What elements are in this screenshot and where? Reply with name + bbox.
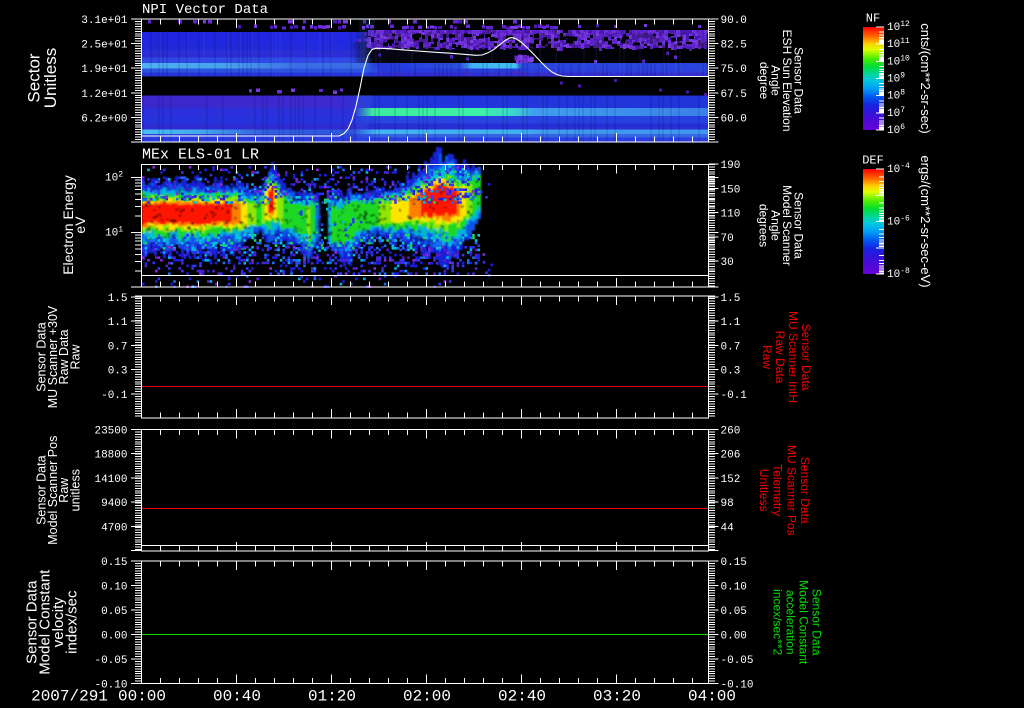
svg-text:velocity: velocity (50, 597, 67, 648)
svg-text:Raw: Raw (68, 344, 82, 370)
svg-text:Sensor Data: Sensor Data (35, 455, 49, 525)
svg-text:04:00: 04:00 (688, 688, 736, 706)
svg-text:Angle: Angle (768, 210, 782, 241)
svg-text:150: 150 (721, 184, 741, 196)
svg-text:Raw Data: Raw Data (773, 331, 787, 384)
svg-text:110: 110 (721, 209, 741, 221)
svg-text:incex/sec**2: incex/sec**2 (771, 589, 785, 655)
svg-text:Raw: Raw (760, 345, 774, 369)
svg-text:Sector: Sector (25, 53, 44, 102)
svg-text:Sensor Data: Sensor Data (799, 324, 813, 391)
svg-text:00:00: 00:00 (118, 688, 166, 706)
svg-text:DEF: DEF (862, 154, 884, 168)
svg-text:0.7: 0.7 (721, 341, 741, 353)
svg-text:2007/291: 2007/291 (31, 688, 108, 706)
svg-text:90.0: 90.0 (721, 15, 747, 27)
svg-text:67.5: 67.5 (721, 89, 747, 101)
svg-text:Telemetry: Telemetry (771, 464, 785, 516)
svg-text:cnts/(cm**2-sr-sec): cnts/(cm**2-sr-sec) (918, 23, 933, 134)
svg-text:Angle: Angle (769, 65, 783, 96)
svg-text:23500: 23500 (94, 426, 127, 438)
svg-text:-0.1: -0.1 (101, 390, 128, 402)
svg-text:0.3: 0.3 (108, 366, 128, 378)
svg-text:ESH Sun Elevation: ESH Sun Elevation (780, 29, 794, 131)
svg-text:0.10: 0.10 (101, 582, 127, 594)
svg-text:Sensor Data: Sensor Data (792, 47, 806, 114)
svg-text:-0.05: -0.05 (721, 655, 754, 667)
svg-text:0.3: 0.3 (721, 366, 741, 378)
svg-text:1.1: 1.1 (108, 317, 128, 329)
svg-text:75.0: 75.0 (721, 64, 747, 76)
svg-text:0.15: 0.15 (721, 557, 747, 569)
svg-text:3.1e+01: 3.1e+01 (81, 15, 128, 27)
svg-text:degrees: degrees (757, 204, 771, 247)
svg-text:152: 152 (721, 474, 741, 486)
svg-text:Raw Data: Raw Data (57, 330, 71, 385)
svg-text:0.10: 0.10 (721, 582, 747, 594)
svg-text:02:00: 02:00 (403, 688, 451, 706)
svg-text:03:20: 03:20 (593, 688, 641, 706)
svg-text:MU Scanner IntH: MU Scanner IntH (786, 311, 800, 403)
svg-text:Electron Energy: Electron Energy (60, 175, 76, 275)
svg-text:1.9e+01: 1.9e+01 (81, 64, 128, 76)
svg-text:MU Scanner +30V: MU Scanner +30V (46, 305, 60, 408)
svg-text:MEx ELS-01 LR: MEx ELS-01 LR (142, 147, 259, 164)
svg-text:-0.10: -0.10 (94, 680, 127, 692)
svg-text:Sensor Data: Sensor Data (792, 192, 806, 259)
svg-text:2.5e+01: 2.5e+01 (81, 40, 128, 52)
svg-text:4700: 4700 (101, 522, 127, 534)
svg-text:0.00: 0.00 (721, 631, 747, 643)
svg-text:60.0: 60.0 (721, 113, 747, 125)
svg-text:Model Constant: Model Constant (37, 569, 54, 675)
svg-text:Sensor Data: Sensor Data (810, 589, 824, 656)
svg-text:9400: 9400 (101, 498, 127, 510)
svg-text:eV: eV (72, 216, 88, 234)
svg-text:98: 98 (721, 498, 734, 510)
svg-text:Model Scanner Pos: Model Scanner Pos (46, 436, 60, 545)
svg-text:206: 206 (721, 450, 741, 462)
svg-text:index/sec: index/sec (63, 590, 80, 654)
svg-text:-0.05: -0.05 (94, 655, 127, 667)
svg-text:44: 44 (721, 522, 735, 534)
svg-text:unitless: unitless (68, 469, 82, 511)
svg-text:00:40: 00:40 (213, 688, 261, 706)
svg-text:6.2e+00: 6.2e+00 (81, 113, 127, 125)
svg-text:Model Scanner: Model Scanner (780, 185, 794, 266)
svg-text:ergs/(cm**2-sr-sec-eV): ergs/(cm**2-sr-sec-eV) (918, 155, 933, 287)
svg-text:70: 70 (721, 233, 734, 245)
svg-text:0.15: 0.15 (101, 557, 127, 569)
svg-text:Sensor Data: Sensor Data (798, 457, 812, 524)
svg-text:-0.10: -0.10 (721, 680, 754, 692)
svg-text:acceleration: acceleration (784, 590, 798, 655)
svg-text:260: 260 (721, 426, 741, 438)
svg-text:30: 30 (721, 257, 734, 269)
svg-text:01:20: 01:20 (308, 688, 356, 706)
svg-text:18800: 18800 (94, 450, 127, 462)
svg-text:1.2e+01: 1.2e+01 (81, 89, 128, 101)
svg-text:degree: degree (757, 62, 771, 100)
svg-text:MU Scanner Pos: MU Scanner Pos (784, 445, 798, 536)
svg-text:0.00: 0.00 (101, 631, 127, 643)
svg-text:0.05: 0.05 (101, 606, 127, 618)
svg-text:NPI Vector Data: NPI Vector Data (142, 2, 268, 18)
svg-text:190: 190 (721, 160, 741, 172)
svg-text:NF: NF (866, 12, 880, 26)
svg-text:-0.1: -0.1 (721, 390, 748, 402)
svg-text:Model Constant: Model Constant (797, 580, 811, 665)
svg-text:Sensor Data: Sensor Data (35, 322, 49, 392)
svg-text:Sensor Data: Sensor Data (23, 580, 40, 664)
svg-text:0.7: 0.7 (108, 341, 128, 353)
svg-text:02:40: 02:40 (498, 688, 546, 706)
svg-text:82.5: 82.5 (721, 40, 747, 52)
svg-text:1.1: 1.1 (721, 317, 741, 329)
svg-text:0.05: 0.05 (721, 606, 747, 618)
svg-text:14100: 14100 (94, 474, 127, 486)
svg-text:1.5: 1.5 (108, 293, 128, 305)
svg-text:Raw: Raw (57, 477, 71, 503)
svg-text:1.5: 1.5 (721, 293, 741, 305)
svg-text:Unitless: Unitless (757, 469, 771, 512)
svg-text:Unitless: Unitless (41, 48, 60, 108)
